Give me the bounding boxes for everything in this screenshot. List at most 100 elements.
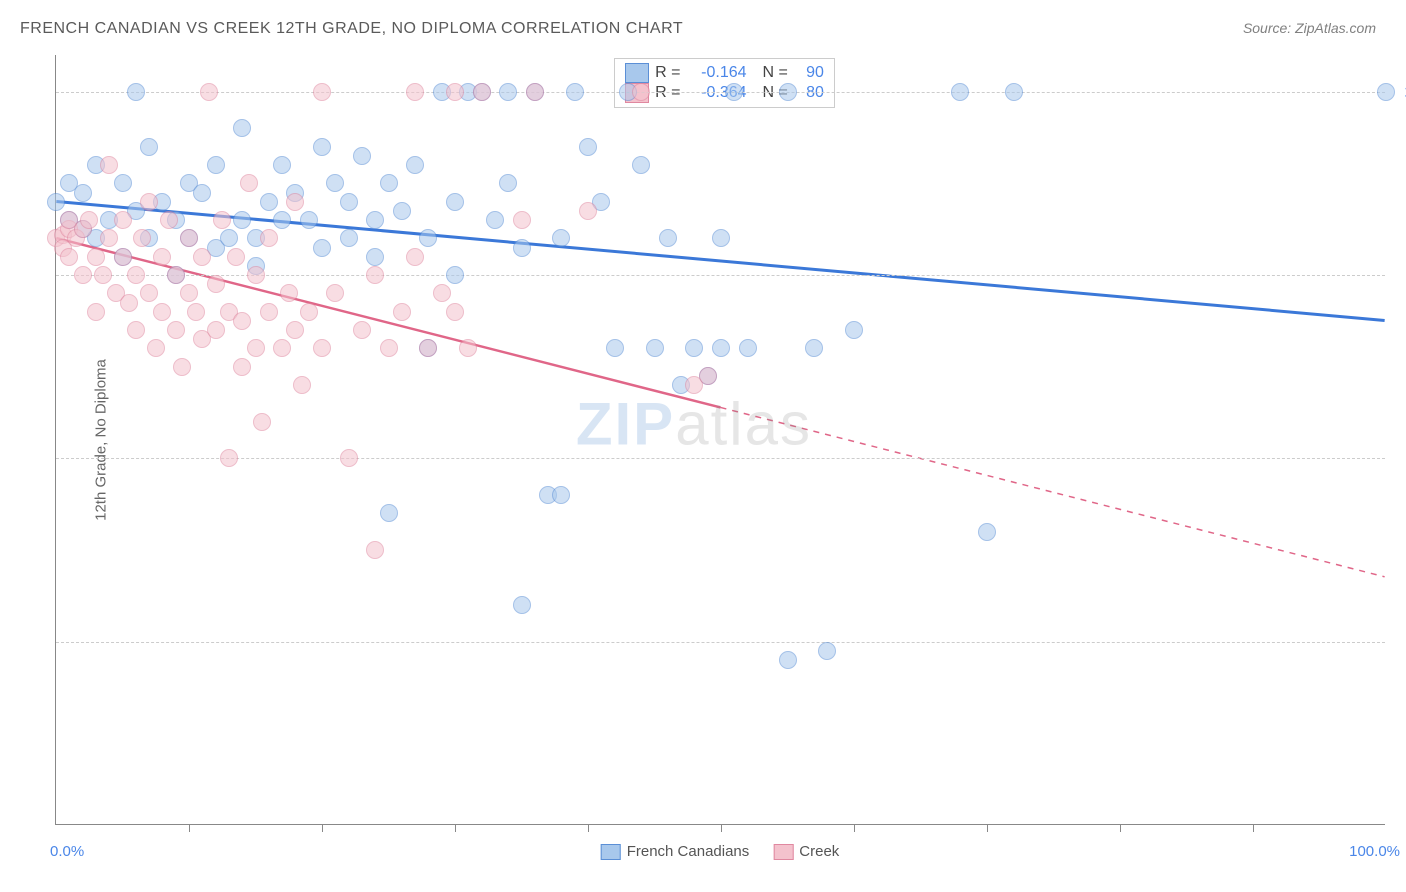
x-tick [455, 824, 456, 832]
scatter-point [366, 541, 384, 559]
scatter-point [193, 248, 211, 266]
scatter-point [220, 449, 238, 467]
scatter-point [227, 248, 245, 266]
scatter-point [286, 321, 304, 339]
scatter-point [114, 174, 132, 192]
scatter-point [406, 156, 424, 174]
scatter-point [127, 321, 145, 339]
watermark: ZIPatlas [576, 390, 812, 459]
scatter-point [167, 266, 185, 284]
scatter-point [579, 202, 597, 220]
x-tick [322, 824, 323, 832]
gridline [56, 642, 1385, 643]
scatter-point [273, 339, 291, 357]
x-tick [987, 824, 988, 832]
scatter-point [273, 156, 291, 174]
y-tick-label: 70.0% [1395, 633, 1406, 650]
scatter-point [127, 266, 145, 284]
scatter-point [313, 339, 331, 357]
watermark-light: atlas [675, 391, 812, 458]
scatter-point [725, 83, 743, 101]
scatter-point [180, 284, 198, 302]
scatter-point [280, 284, 298, 302]
scatter-point [513, 239, 531, 257]
scatter-point [659, 229, 677, 247]
legend-stats-row-0: R = -0.164 N = 90 [625, 63, 824, 83]
x-axis-label-left: 0.0% [50, 843, 84, 860]
scatter-point [353, 321, 371, 339]
scatter-point [712, 229, 730, 247]
scatter-point [951, 83, 969, 101]
legend-item-0: French Canadians [601, 843, 750, 860]
scatter-point [579, 138, 597, 156]
scatter-point [253, 413, 271, 431]
scatter-point [366, 211, 384, 229]
scatter-point [167, 321, 185, 339]
r-label: R = [655, 64, 680, 82]
scatter-point [140, 138, 158, 156]
r-label: R = [655, 84, 680, 102]
scatter-point [646, 339, 664, 357]
scatter-point [313, 239, 331, 257]
scatter-point [393, 303, 411, 321]
scatter-point [1377, 83, 1395, 101]
scatter-point [133, 229, 151, 247]
scatter-point [380, 339, 398, 357]
scatter-point [526, 83, 544, 101]
scatter-point [1005, 83, 1023, 101]
scatter-point [233, 358, 251, 376]
legend-item-1: Creek [773, 843, 839, 860]
scatter-point [114, 248, 132, 266]
scatter-point [140, 284, 158, 302]
legend-bottom-label-0: French Canadians [627, 843, 750, 860]
scatter-point [326, 284, 344, 302]
scatter-point [486, 211, 504, 229]
scatter-point [193, 184, 211, 202]
gridline [56, 92, 1385, 93]
scatter-point [366, 248, 384, 266]
scatter-point [207, 275, 225, 293]
scatter-point [200, 83, 218, 101]
scatter-point [207, 321, 225, 339]
scatter-point [685, 339, 703, 357]
scatter-point [739, 339, 757, 357]
x-axis-label-right: 100.0% [1349, 843, 1400, 860]
scatter-point [260, 193, 278, 211]
scatter-point [127, 83, 145, 101]
scatter-point [213, 211, 231, 229]
scatter-point [978, 523, 996, 541]
scatter-point [80, 211, 98, 229]
scatter-point [233, 312, 251, 330]
scatter-point [779, 83, 797, 101]
scatter-point [393, 202, 411, 220]
scatter-point [313, 83, 331, 101]
plot-area: ZIPatlas R = -0.164 N = 90 R = -0.364 N … [55, 55, 1385, 825]
x-tick [189, 824, 190, 832]
scatter-point [499, 83, 517, 101]
source-credit: Source: ZipAtlas.com [1243, 20, 1376, 36]
scatter-point [513, 211, 531, 229]
scatter-point [153, 303, 171, 321]
scatter-point [100, 156, 118, 174]
scatter-point [233, 119, 251, 137]
scatter-point [207, 156, 225, 174]
scatter-point [499, 174, 517, 192]
scatter-point [699, 367, 717, 385]
scatter-point [173, 358, 191, 376]
scatter-point [712, 339, 730, 357]
scatter-point [340, 449, 358, 467]
scatter-point [220, 229, 238, 247]
scatter-point [406, 248, 424, 266]
scatter-point [293, 376, 311, 394]
legend-stats: R = -0.164 N = 90 R = -0.364 N = 80 [614, 58, 835, 108]
scatter-point [187, 303, 205, 321]
scatter-point [513, 596, 531, 614]
legend-swatch-0 [625, 63, 649, 83]
scatter-point [805, 339, 823, 357]
scatter-point [326, 174, 344, 192]
scatter-point [160, 211, 178, 229]
chart-container: 12th Grade, No Diploma ZIPatlas R = -0.1… [55, 55, 1385, 825]
scatter-point [153, 248, 171, 266]
scatter-point [87, 303, 105, 321]
scatter-point [340, 229, 358, 247]
